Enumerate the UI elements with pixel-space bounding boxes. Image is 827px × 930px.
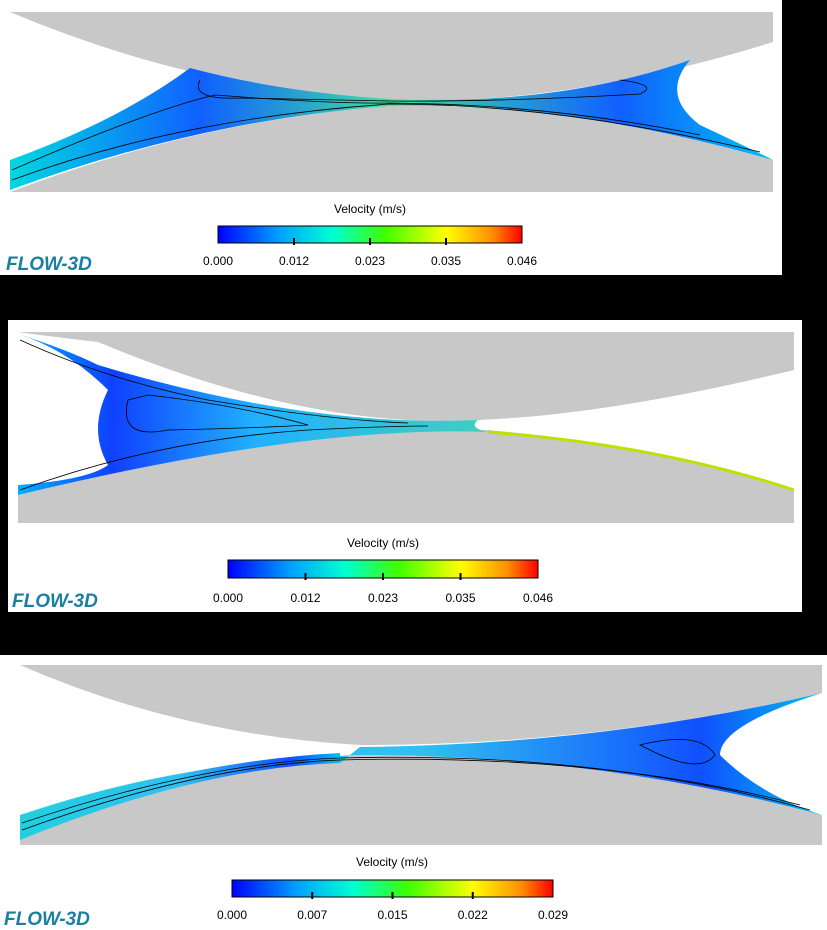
flow-front <box>487 430 795 492</box>
tick-label: 0.007 <box>297 908 327 922</box>
tick-label: 0.046 <box>507 254 537 268</box>
upper-wall <box>20 665 822 745</box>
flow-region <box>18 334 488 495</box>
tick-label: 0.022 <box>458 908 488 922</box>
tick-label: 0.046 <box>523 591 553 605</box>
tick-label: 0.015 <box>377 908 407 922</box>
streamline <box>19 425 429 491</box>
logo: FLOW-3D <box>4 909 90 930</box>
lower-wall <box>10 105 773 192</box>
streamline <box>198 79 647 102</box>
tick-label: 0.000 <box>217 908 247 922</box>
tick-labels: 0.000 0.012 0.023 0.035 0.046 <box>213 573 553 605</box>
upper-wall <box>18 332 794 422</box>
tick-label: 0.000 <box>213 591 243 605</box>
upper-wall <box>10 12 773 101</box>
streamline <box>11 103 761 181</box>
tick-label: 0.023 <box>368 591 398 605</box>
colorbar-label: Velocity (m/s) <box>356 855 428 869</box>
colorbar-label: Velocity (m/s) <box>334 202 406 216</box>
streamline <box>638 739 716 765</box>
logo: FLOW-3D <box>12 591 98 612</box>
streamline <box>21 758 801 831</box>
streamline <box>21 756 811 824</box>
colorbar-label: Velocity (m/s) <box>347 536 419 550</box>
flow-region <box>20 693 822 840</box>
tick-label: 0.035 <box>445 591 475 605</box>
tick-label: 0.000 <box>203 254 233 268</box>
flow-region <box>10 60 773 190</box>
lower-wall <box>20 755 822 845</box>
tick-label: 0.035 <box>431 254 461 268</box>
streamline <box>126 394 309 433</box>
panel: Velocity (m/s) 0.000 0.012 0.023 0.035 0.046… <box>0 0 782 275</box>
lower-wall <box>18 429 794 523</box>
tick-label: 0.023 <box>355 254 385 268</box>
tick-label: 0.029 <box>538 908 568 922</box>
tick-label: 0.012 <box>290 591 320 605</box>
logo: FLOW-3D <box>6 254 92 275</box>
tick-labels: 0.000 0.007 0.015 0.022 0.029 <box>217 892 568 922</box>
panel: Velocity (m/s) 0.000 0.012 0.023 0.035 0.046… <box>8 320 802 612</box>
streamline <box>11 94 701 171</box>
tick-labels: 0.000 0.012 0.023 0.035 0.046 <box>203 238 537 268</box>
panel: Velocity (m/s) 0.000 0.007 0.015 0.022 0.029… <box>0 655 827 930</box>
tick-label: 0.012 <box>279 254 309 268</box>
streamline <box>19 339 409 424</box>
